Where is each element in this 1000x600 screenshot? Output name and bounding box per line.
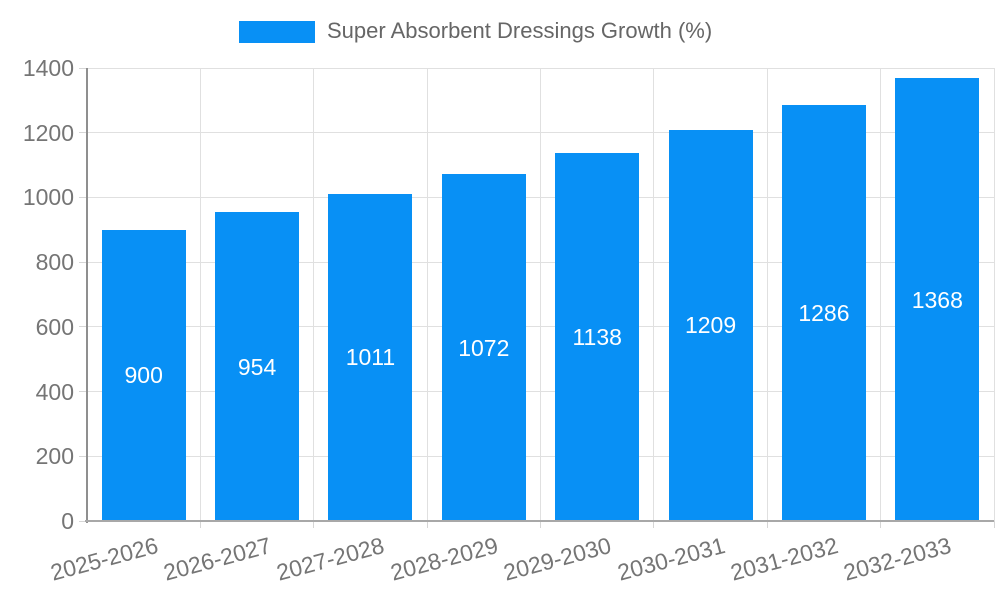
bar-2032-2033[interactable] (895, 78, 980, 520)
y-tick-mark (79, 520, 87, 522)
x-gridline (993, 68, 995, 521)
legend-swatch-icon (239, 21, 315, 43)
x-gridline (199, 68, 201, 521)
y-axis-line (86, 68, 88, 523)
bar-2031-2032[interactable] (781, 104, 866, 520)
x-tick-mark (199, 521, 201, 528)
bar-2029-2030[interactable] (555, 152, 640, 520)
legend-label: Super Absorbent Dressings Growth (%) (327, 18, 713, 43)
x-gridline (426, 68, 428, 521)
bar-value-label: 1209 (684, 312, 737, 339)
x-gridline (766, 68, 768, 521)
bar-2028-2029[interactable] (441, 174, 526, 520)
bar-2027-2028[interactable] (328, 193, 413, 520)
x-tick-mark (766, 521, 768, 528)
y-tick-mark (79, 391, 87, 393)
x-tick-mark (993, 521, 995, 528)
y-axis-tick-label: 600 (35, 313, 74, 340)
bar-value-label: 1286 (798, 299, 850, 326)
x-tick-mark (880, 521, 882, 528)
x-tick-mark (426, 521, 428, 528)
y-tick-mark (79, 261, 87, 263)
bar-value-label: 900 (124, 362, 163, 389)
y-axis-tick-label: 0 (61, 508, 74, 534)
bar-2030-2031[interactable] (668, 129, 753, 520)
chart-legend[interactable]: Super Absorbent Dressings Growth (%) (0, 0, 1000, 50)
y-tick-mark (79, 132, 87, 134)
x-gridline (880, 68, 882, 521)
bar-value-label: 1072 (458, 334, 510, 361)
y-axis-tick-label: 1000 (22, 184, 74, 211)
y-axis-tick-label: 800 (35, 249, 74, 276)
y-axis-tick-label: 1400 (22, 55, 74, 81)
x-gridline (653, 68, 655, 521)
y-tick-mark (79, 326, 87, 328)
y-axis-tick-label: 200 (35, 443, 74, 470)
bar-value-label: 1138 (572, 323, 622, 350)
y-axis-tick-label: 400 (35, 378, 74, 405)
x-gridline (540, 68, 541, 521)
x-axis-line (85, 520, 994, 522)
x-tick-mark (540, 521, 541, 528)
bar-2025-2026[interactable] (101, 229, 186, 520)
x-gridline (313, 68, 315, 521)
bar-value-label: 1368 (911, 286, 963, 313)
bar-value-label: 1011 (345, 344, 396, 371)
y-tick-mark (79, 67, 87, 69)
y-axis-tick-label: 1200 (22, 119, 74, 146)
y-tick-mark (79, 455, 87, 457)
y-tick-mark (79, 196, 87, 198)
bar-2026-2027[interactable] (215, 212, 300, 520)
x-tick-mark (653, 521, 655, 528)
bar-value-label: 954 (237, 353, 277, 380)
x-tick-mark (313, 521, 315, 528)
